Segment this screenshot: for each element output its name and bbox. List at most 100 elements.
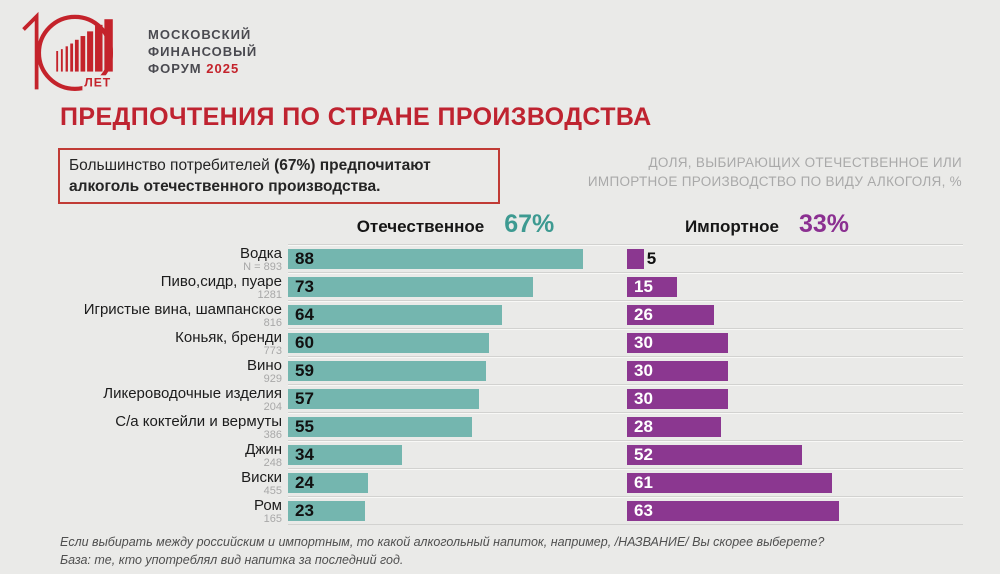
imported-bar: 63: [627, 500, 839, 521]
legend-domestic-percent: 67%: [504, 210, 555, 238]
chart-row: Водка N = 893 88 5: [60, 244, 963, 273]
chart-row: Пиво,сидр, пуаре 1281 73 15: [60, 272, 963, 301]
brand-name: МОСКОВСКИЙ ФИНАНСОВЫЙ ФОРУМ 2025: [148, 26, 257, 77]
domestic-bar: 73: [288, 277, 533, 297]
imported-value: 26: [634, 305, 653, 324]
imported-bar: 30: [627, 333, 728, 353]
row-strip: 55 28: [288, 412, 963, 441]
row-strip: 88 5: [288, 244, 963, 273]
domestic-zone: 34: [288, 441, 623, 469]
domestic-bar: 24: [288, 473, 369, 493]
chart-subtitle: ДОЛЯ, ВЫБИРАЮЩИХ ОТЕЧЕСТВЕННОЕ ИЛИ ИМПОР…: [587, 155, 962, 189]
imported-zone: 52: [627, 441, 963, 469]
category-label: Коньяк, бренди: [175, 329, 282, 346]
category-label-cell: Вино 929: [60, 356, 288, 385]
domestic-value: 23: [295, 500, 314, 520]
footnote-question: Если выбирать между российским и импортн…: [60, 535, 825, 549]
domestic-zone: 57: [288, 385, 623, 413]
domestic-bar: 34: [288, 445, 402, 465]
imported-bar: 52: [627, 445, 802, 465]
imported-zone: 61: [627, 469, 963, 497]
imported-zone: 30: [627, 357, 963, 385]
domestic-value: 64: [295, 305, 314, 324]
row-strip: 73 15: [288, 272, 963, 301]
legend-domestic-label: Отечественное: [356, 217, 485, 236]
anniversary-10-years-icon: ЛЕТ: [22, 11, 114, 91]
imported-bar: 61: [627, 473, 832, 493]
domestic-bar: 23: [288, 500, 366, 521]
imported-value: 30: [634, 361, 653, 380]
chart-row: Игристые вина, шампанское 816 64 26: [60, 300, 963, 329]
chart-row: Вино 929 59 30: [60, 356, 963, 385]
domestic-zone: 23: [288, 497, 623, 524]
imported-value: 30: [634, 333, 653, 352]
imported-value: 52: [634, 445, 653, 464]
domestic-value: 88: [295, 249, 314, 268]
sample-size: 165: [263, 513, 282, 525]
imported-value: 61: [634, 473, 653, 492]
imported-zone: 26: [627, 301, 963, 329]
row-strip: 34 52: [288, 440, 963, 469]
imported-zone: 30: [627, 385, 963, 413]
domestic-value: 73: [295, 277, 314, 296]
domestic-bar: 88: [288, 249, 583, 269]
domestic-bar: 64: [288, 305, 503, 325]
category-label-cell: Водка N = 893: [60, 244, 288, 273]
callout-line: Большинство потребителей (67%) предпочит…: [69, 157, 431, 174]
brand-line: ФИНАНСОВЫЙ: [148, 43, 258, 59]
chart-row: Ром 165 23 63: [60, 496, 963, 525]
imported-zone: 5: [627, 245, 963, 273]
category-label-cell: Игристые вина, шампанское 816: [60, 300, 288, 329]
imported-bar: 26: [627, 305, 715, 325]
brand-year: 2025: [206, 60, 240, 76]
legend-imported: Импортное 33%: [627, 210, 963, 239]
key-finding-callout: Большинство потребителей (67%) предпочит…: [58, 148, 500, 204]
domestic-value: 24: [295, 473, 314, 492]
sample-size: 248: [263, 457, 282, 469]
imported-value: 30: [634, 389, 653, 408]
domestic-bar: 59: [288, 361, 486, 381]
category-label: Виски: [241, 469, 282, 486]
category-label-cell: Виски 455: [60, 468, 288, 497]
domestic-value: 59: [295, 361, 314, 380]
sample-size: 929: [263, 373, 282, 385]
row-strip: 60 30: [288, 328, 963, 357]
chart-row: Джин 248 34 52: [60, 440, 963, 469]
anniversary-label: ЛЕТ: [84, 76, 111, 90]
domestic-value: 57: [295, 389, 314, 408]
category-label: Вино: [246, 357, 282, 374]
domestic-bar: 55: [288, 417, 473, 437]
imported-value: 5: [646, 249, 657, 268]
sample-size: 455: [263, 485, 282, 497]
imported-bar: 30: [627, 389, 728, 409]
category-label-cell: Джин 248: [60, 440, 288, 469]
row-strip: 23 63: [288, 496, 963, 525]
footnote-base: База: те, кто употреблял вид напитка за …: [60, 553, 404, 567]
bar-chart: Водка N = 893 88 5 Пиво,сидр, пуаре 1281 73 15 И…: [60, 244, 963, 525]
category-label-cell: Коньяк, бренди 773: [60, 328, 288, 357]
row-strip: 59 30: [288, 356, 963, 385]
category-label: Ром: [253, 497, 282, 514]
category-label: Игристые вина, шампанское: [83, 301, 282, 318]
row-strip: 64 26: [288, 300, 963, 329]
domestic-zone: 73: [288, 273, 623, 301]
category-label-cell: С/а коктейли и вермуты 386: [60, 412, 288, 441]
chart-row: Ликероводочные изделия 204 57 30: [60, 384, 963, 413]
row-strip: 24 61: [288, 468, 963, 497]
category-label-cell: Ликероводочные изделия 204: [60, 384, 288, 413]
imported-zone: 30: [627, 329, 963, 357]
imported-value: 63: [634, 500, 653, 520]
bar-chart-glyph: [56, 19, 113, 72]
imported-bar: 28: [627, 417, 722, 437]
category-label: Джин: [245, 441, 282, 458]
brand-line: МОСКОВСКИЙ: [148, 26, 252, 42]
imported-value: 15: [634, 277, 653, 296]
row-strip: 57 30: [288, 384, 963, 413]
mff-logo: ЛЕТ МОСКОВСКИЙ ФИНАНСОВЫЙ ФОРУМ 2025: [12, 8, 257, 94]
legend-domestic: Отечественное 67%: [288, 210, 623, 239]
domestic-zone: 64: [288, 301, 623, 329]
legend-imported-percent: 33%: [799, 210, 850, 238]
domestic-bar: 60: [288, 333, 489, 353]
domestic-bar: 57: [288, 389, 479, 409]
domestic-zone: 59: [288, 357, 623, 385]
